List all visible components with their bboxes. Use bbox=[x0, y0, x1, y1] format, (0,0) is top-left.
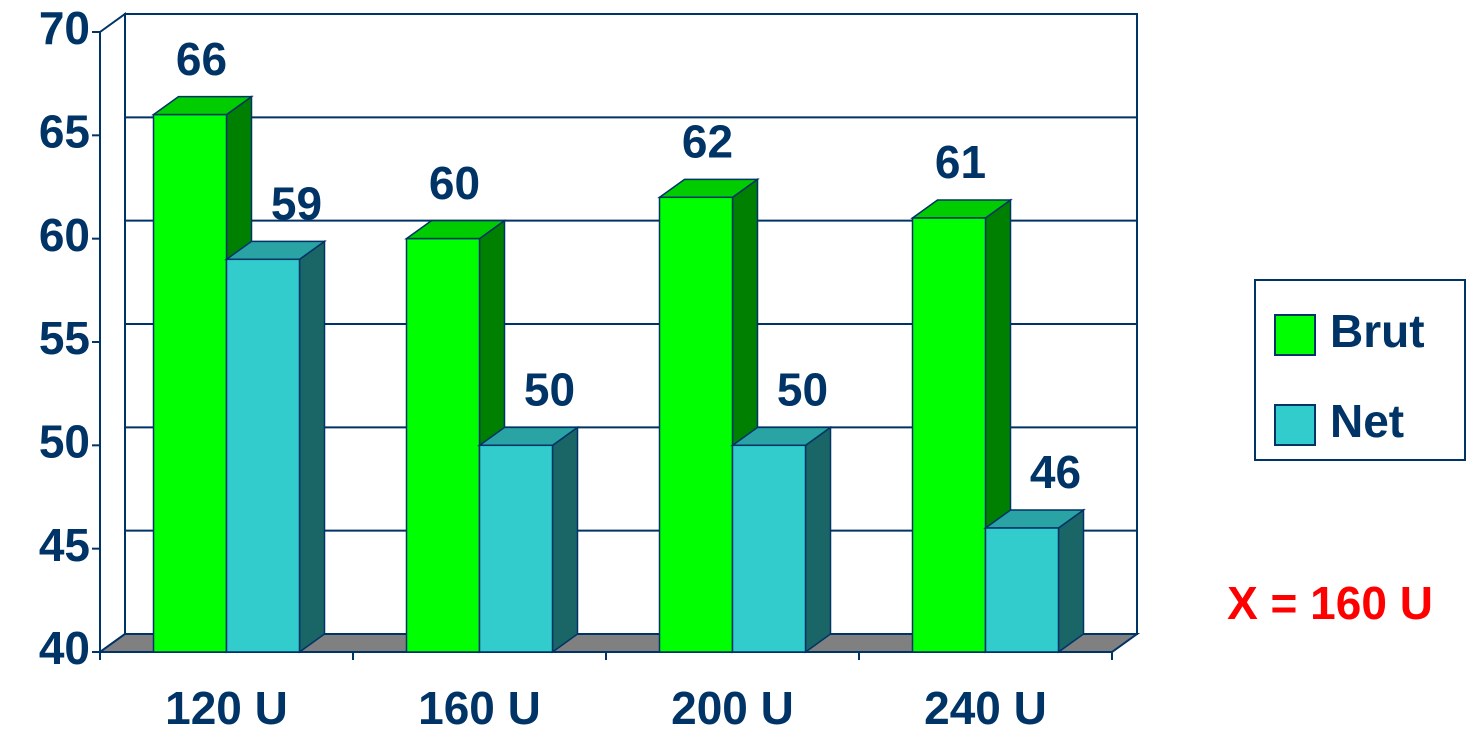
bar bbox=[478, 444, 554, 653]
legend-label: Brut bbox=[1330, 305, 1425, 357]
data-label: 61 bbox=[935, 136, 986, 188]
side-wall bbox=[99, 12, 126, 654]
legend-label: Net bbox=[1330, 395, 1404, 447]
data-label: 59 bbox=[271, 177, 322, 229]
bar bbox=[658, 196, 734, 653]
y-tick-label: 60 bbox=[39, 209, 90, 261]
data-label: 62 bbox=[682, 115, 733, 167]
annotation: X = 160 U bbox=[1227, 577, 1433, 629]
y-tick-label: 40 bbox=[39, 622, 90, 674]
bar-side bbox=[1057, 508, 1085, 654]
legend-swatch bbox=[1274, 404, 1316, 446]
bar-side bbox=[298, 239, 326, 654]
x-tick-label: 200 U bbox=[671, 682, 794, 734]
legend-swatch bbox=[1274, 314, 1316, 356]
bar bbox=[225, 258, 301, 653]
y-tick-label: 45 bbox=[39, 519, 90, 571]
data-label: 46 bbox=[1030, 446, 1081, 498]
y-tick-label: 70 bbox=[39, 2, 90, 54]
x-tick-label: 240 U bbox=[924, 682, 1047, 734]
y-tick-label: 55 bbox=[39, 312, 90, 364]
data-label: 50 bbox=[777, 363, 828, 415]
data-label: 60 bbox=[429, 157, 480, 209]
bar bbox=[911, 217, 987, 653]
y-tick-label: 65 bbox=[39, 105, 90, 157]
bar bbox=[984, 527, 1060, 653]
x-tick-label: 160 U bbox=[418, 682, 541, 734]
bar bbox=[405, 237, 481, 653]
y-tick-label: 50 bbox=[39, 415, 90, 467]
bar bbox=[731, 444, 807, 653]
data-label: 66 bbox=[176, 33, 227, 85]
bar-side bbox=[804, 425, 832, 654]
bar-side bbox=[551, 425, 579, 654]
x-tick-label: 120 U bbox=[165, 682, 288, 734]
bar bbox=[152, 113, 228, 653]
data-label: 50 bbox=[524, 363, 575, 415]
